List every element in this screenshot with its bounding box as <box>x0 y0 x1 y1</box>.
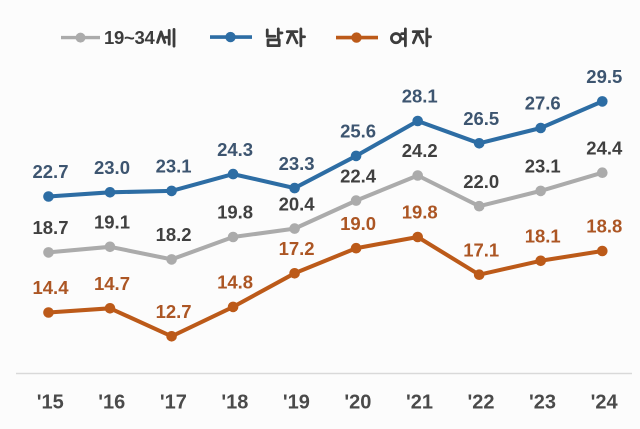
svg-text:25.6: 25.6 <box>340 121 376 142</box>
svg-text:'20: '20 <box>344 392 371 414</box>
svg-text:22.4: 22.4 <box>340 165 377 186</box>
svg-text:27.6: 27.6 <box>525 93 561 114</box>
svg-text:'17: '17 <box>160 392 187 414</box>
svg-text:'23: '23 <box>529 392 556 414</box>
svg-text:19.8: 19.8 <box>217 202 253 223</box>
svg-text:18.7: 18.7 <box>32 217 68 238</box>
svg-text:19.0: 19.0 <box>340 213 376 234</box>
svg-text:'15: '15 <box>37 392 64 414</box>
svg-text:19.1: 19.1 <box>94 212 130 233</box>
svg-text:22.0: 22.0 <box>463 171 499 192</box>
svg-text:'21: '21 <box>406 392 433 414</box>
svg-text:23.0: 23.0 <box>94 157 130 178</box>
svg-text:24.3: 24.3 <box>217 139 253 160</box>
svg-text:'18: '18 <box>221 392 248 414</box>
svg-text:19~34: 19~34 <box>104 27 155 48</box>
svg-text:24.4: 24.4 <box>586 137 623 158</box>
svg-text:29.5: 29.5 <box>586 66 622 87</box>
svg-text:23.1: 23.1 <box>156 156 192 177</box>
svg-text:24.2: 24.2 <box>402 140 438 161</box>
svg-text:'24: '24 <box>591 392 619 414</box>
svg-text:14.7: 14.7 <box>94 273 130 294</box>
svg-text:'19: '19 <box>283 392 310 414</box>
svg-text:22.7: 22.7 <box>32 161 68 182</box>
svg-text:18.1: 18.1 <box>525 226 561 247</box>
svg-text:14.8: 14.8 <box>217 272 253 293</box>
svg-text:23.3: 23.3 <box>279 153 315 174</box>
svg-text:14.4: 14.4 <box>32 277 69 298</box>
svg-text:'16: '16 <box>98 392 125 414</box>
svg-text:20.4: 20.4 <box>279 193 316 214</box>
svg-text:19.8: 19.8 <box>402 202 438 223</box>
svg-text:12.7: 12.7 <box>156 301 192 322</box>
svg-text:26.5: 26.5 <box>463 108 499 129</box>
svg-text:'22: '22 <box>467 392 494 414</box>
svg-text:18.2: 18.2 <box>156 224 192 245</box>
svg-text:17.2: 17.2 <box>279 238 315 259</box>
svg-text:23.1: 23.1 <box>525 156 561 177</box>
svg-text:28.1: 28.1 <box>402 86 438 107</box>
svg-text:18.8: 18.8 <box>586 216 622 237</box>
svg-text:17.1: 17.1 <box>463 239 499 260</box>
